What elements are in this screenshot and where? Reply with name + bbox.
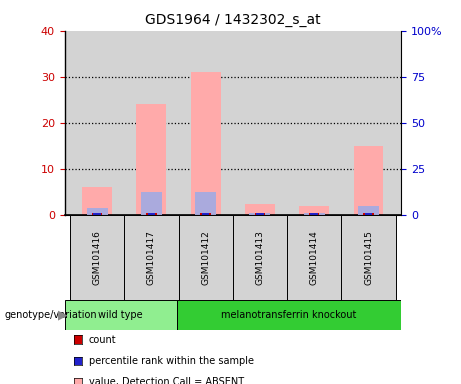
Bar (65, 300, 177, 330)
Text: genotype/variation: genotype/variation (5, 310, 97, 320)
Text: wild type: wild type (98, 310, 143, 320)
Text: GSM101417: GSM101417 (147, 230, 156, 285)
Bar (299, 206, 329, 215)
Bar (124, 215, 178, 300)
Title: GDS1964 / 1432302_s_at: GDS1964 / 1432302_s_at (145, 13, 320, 27)
Bar (287, 215, 341, 300)
Bar (201, 213, 211, 215)
Bar (365, 213, 372, 215)
Bar (195, 192, 216, 215)
Bar (256, 213, 264, 215)
Bar (146, 213, 157, 215)
Bar (233, 215, 287, 300)
Bar (70, 215, 124, 300)
Bar (249, 213, 271, 215)
Bar (141, 192, 162, 215)
Bar (82, 187, 112, 215)
Bar (191, 72, 221, 215)
Text: GSM101415: GSM101415 (364, 230, 373, 285)
Bar (177, 300, 401, 330)
Bar (363, 213, 374, 215)
Bar (94, 213, 101, 215)
Bar (148, 213, 155, 215)
Text: ▶: ▶ (58, 308, 67, 321)
Bar (255, 213, 265, 215)
Bar (245, 204, 275, 215)
Bar (304, 213, 325, 215)
Text: melanotransferrin knockout: melanotransferrin knockout (221, 310, 356, 320)
Bar (354, 146, 384, 215)
Text: value, Detection Call = ABSENT: value, Detection Call = ABSENT (89, 377, 244, 384)
Text: GSM101414: GSM101414 (310, 230, 319, 285)
Text: GSM101416: GSM101416 (93, 230, 101, 285)
Text: count: count (89, 334, 117, 344)
Bar (202, 213, 209, 215)
Bar (358, 206, 379, 215)
Bar (341, 215, 396, 300)
Bar (87, 208, 107, 215)
Bar (92, 213, 102, 215)
Text: percentile rank within the sample: percentile rank within the sample (89, 356, 254, 366)
Bar (136, 104, 166, 215)
Text: GSM101413: GSM101413 (255, 230, 265, 285)
Bar (311, 213, 318, 215)
Bar (309, 213, 319, 215)
Bar (178, 215, 233, 300)
Text: GSM101412: GSM101412 (201, 230, 210, 285)
